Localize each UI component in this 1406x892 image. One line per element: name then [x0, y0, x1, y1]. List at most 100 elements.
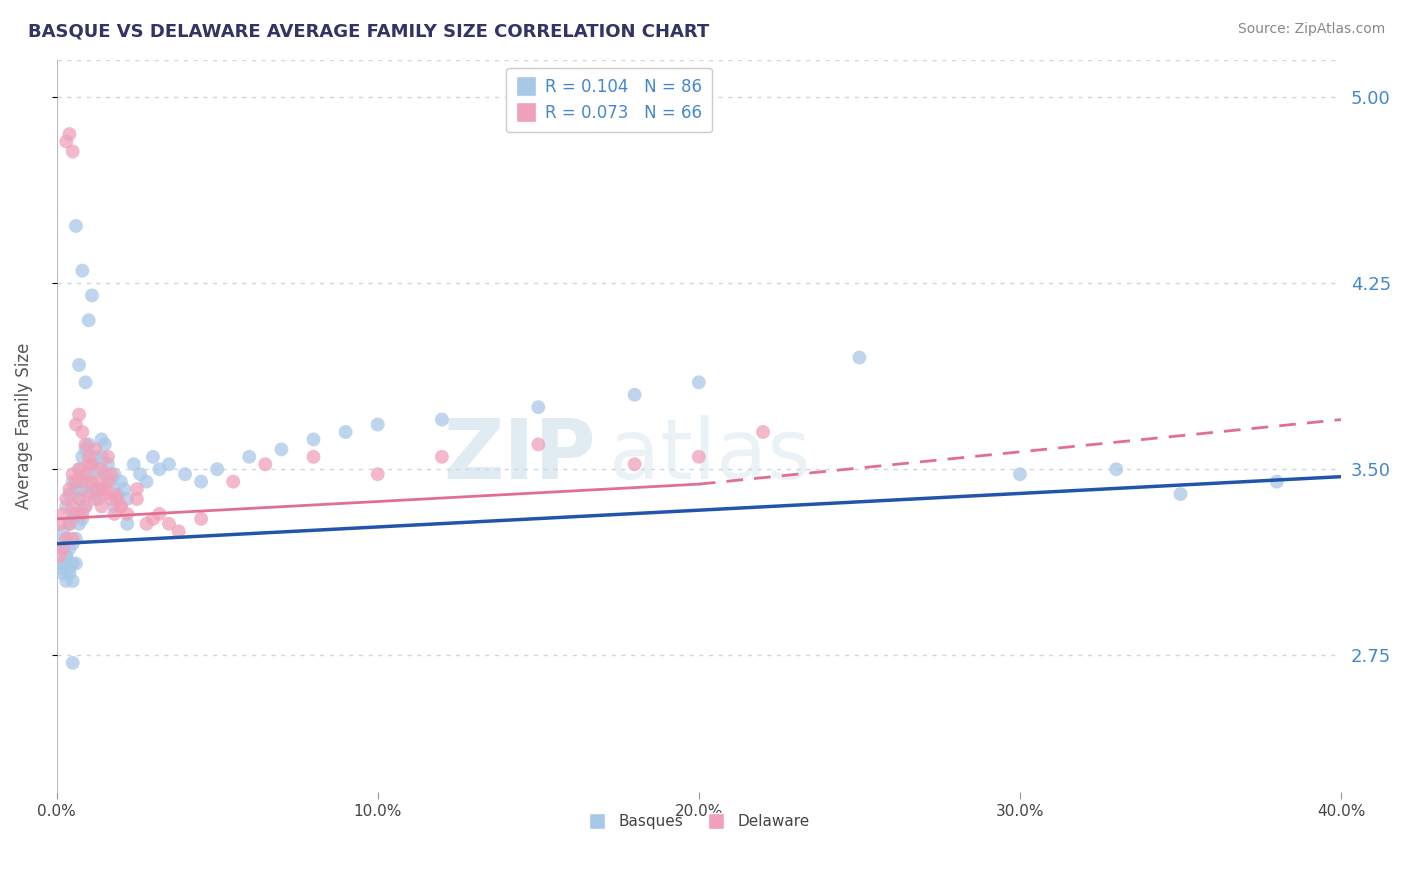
Point — [55, 500, 77, 514]
Point — [97, 450, 120, 464]
Point — [117, 507, 139, 521]
Point — [148, 462, 170, 476]
Point — [55, 549, 77, 563]
Point — [190, 512, 212, 526]
Point — [527, 400, 550, 414]
Point — [90, 500, 112, 514]
Point — [84, 491, 107, 506]
Point — [65, 475, 87, 489]
Point — [100, 467, 122, 482]
Point — [129, 467, 152, 482]
Point — [58, 487, 80, 501]
Point — [58, 516, 80, 531]
Point — [52, 541, 75, 556]
Point — [125, 491, 148, 506]
Point — [75, 437, 97, 451]
Point — [58, 127, 80, 141]
Point — [62, 574, 84, 588]
Point — [142, 450, 165, 464]
Point — [367, 467, 389, 482]
Point — [688, 450, 710, 464]
Point — [222, 475, 245, 489]
Point — [62, 475, 84, 489]
Point — [72, 263, 94, 277]
Point — [77, 450, 100, 464]
Point — [58, 561, 80, 575]
Y-axis label: Average Family Size: Average Family Size — [15, 343, 32, 509]
Point — [62, 145, 84, 159]
Point — [77, 467, 100, 482]
Point — [623, 388, 645, 402]
Point — [107, 487, 129, 501]
Point — [90, 462, 112, 476]
Point — [52, 566, 75, 581]
Point — [49, 516, 72, 531]
Point — [335, 425, 357, 439]
Point — [623, 457, 645, 471]
Point — [55, 574, 77, 588]
Point — [1170, 487, 1192, 501]
Point — [58, 516, 80, 531]
Point — [49, 561, 72, 575]
Point — [67, 491, 90, 506]
Point — [157, 457, 180, 471]
Point — [65, 219, 87, 233]
Text: Source: ZipAtlas.com: Source: ZipAtlas.com — [1237, 22, 1385, 37]
Point — [367, 417, 389, 432]
Point — [1008, 467, 1031, 482]
Point — [688, 376, 710, 390]
Point — [80, 457, 103, 471]
Point — [97, 457, 120, 471]
Point — [94, 467, 117, 482]
Point — [77, 437, 100, 451]
Point — [87, 462, 110, 476]
Point — [94, 437, 117, 451]
Point — [110, 475, 132, 489]
Point — [848, 351, 870, 365]
Point — [1105, 462, 1128, 476]
Point — [52, 541, 75, 556]
Point — [103, 487, 125, 501]
Point — [90, 450, 112, 464]
Point — [117, 516, 139, 531]
Point — [254, 457, 277, 471]
Point — [80, 457, 103, 471]
Point — [67, 358, 90, 372]
Point — [122, 457, 145, 471]
Point — [430, 412, 453, 426]
Point — [302, 433, 325, 447]
Point — [58, 482, 80, 496]
Point — [77, 487, 100, 501]
Point — [752, 425, 775, 439]
Point — [62, 532, 84, 546]
Point — [75, 442, 97, 457]
Point — [302, 450, 325, 464]
Point — [62, 557, 84, 571]
Text: BASQUE VS DELAWARE AVERAGE FAMILY SIZE CORRELATION CHART: BASQUE VS DELAWARE AVERAGE FAMILY SIZE C… — [28, 22, 710, 40]
Point — [65, 532, 87, 546]
Point — [62, 512, 84, 526]
Point — [67, 491, 90, 506]
Point — [49, 549, 72, 563]
Point — [62, 467, 84, 482]
Point — [205, 462, 228, 476]
Point — [1265, 475, 1288, 489]
Point — [72, 450, 94, 464]
Point — [238, 450, 260, 464]
Point — [55, 135, 77, 149]
Point — [65, 507, 87, 521]
Point — [52, 557, 75, 571]
Text: ZIP: ZIP — [443, 415, 596, 496]
Point — [72, 512, 94, 526]
Point — [55, 532, 77, 546]
Point — [52, 507, 75, 521]
Point — [62, 656, 84, 670]
Point — [72, 507, 94, 521]
Point — [80, 475, 103, 489]
Point — [125, 482, 148, 496]
Point — [65, 557, 87, 571]
Point — [75, 467, 97, 482]
Point — [55, 549, 77, 563]
Point — [112, 482, 135, 496]
Point — [77, 457, 100, 471]
